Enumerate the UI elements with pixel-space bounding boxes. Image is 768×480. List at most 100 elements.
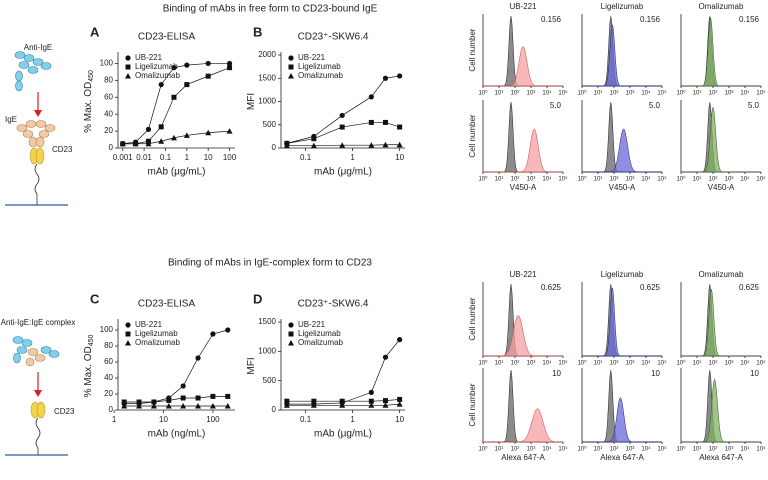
concentration: 5.0 bbox=[748, 101, 760, 110]
marker bbox=[150, 403, 157, 409]
axis bbox=[680, 282, 761, 357]
marker bbox=[136, 399, 142, 405]
y-tick-label: 60 bbox=[104, 357, 113, 366]
x-tick-label: 10⁵ bbox=[756, 90, 766, 97]
legend-marker bbox=[125, 340, 131, 346]
marker bbox=[310, 142, 317, 149]
marker bbox=[382, 402, 389, 408]
marker bbox=[225, 393, 231, 399]
y-axis-label: Cell number bbox=[468, 114, 477, 157]
histogram bbox=[681, 17, 761, 87]
marker bbox=[397, 124, 403, 130]
y-tick-label: 0 bbox=[109, 143, 114, 152]
histogram bbox=[582, 24, 662, 87]
marker bbox=[158, 124, 164, 130]
x-tick-label: 10⁴ bbox=[542, 90, 552, 97]
marker bbox=[210, 393, 216, 399]
marker bbox=[209, 403, 216, 409]
histogram bbox=[483, 102, 563, 173]
series-line bbox=[286, 144, 400, 147]
y-tick-label: 500 bbox=[263, 376, 277, 385]
x-tick-label: 10⁴ bbox=[542, 446, 552, 453]
y-axis-label: % Max. OD450 bbox=[83, 70, 95, 133]
marker bbox=[283, 402, 290, 408]
marker bbox=[158, 81, 164, 88]
chart-title: CD23⁺-SKW6.4 bbox=[298, 299, 369, 310]
axis bbox=[680, 14, 761, 87]
marker bbox=[195, 355, 201, 361]
y-tick-label: 0 bbox=[272, 143, 277, 152]
x-tick-label: 10³ bbox=[527, 447, 536, 453]
marker bbox=[396, 141, 403, 148]
concentration: 10 bbox=[651, 369, 660, 378]
marker bbox=[397, 337, 403, 343]
x-tick-label: 10⁵ bbox=[657, 446, 667, 453]
column-header: Ligelizumab bbox=[601, 270, 644, 279]
histogram bbox=[681, 16, 761, 87]
x-tick-label: 10⁴ bbox=[641, 360, 651, 367]
column-header: UB-221 bbox=[509, 270, 537, 279]
histogram bbox=[681, 102, 761, 173]
marker bbox=[132, 140, 139, 147]
histogram bbox=[681, 370, 761, 443]
x-tick-label: 10 bbox=[204, 153, 213, 162]
section-title: Binding of mAbs in IgE-complex form to C… bbox=[168, 258, 372, 269]
series-line bbox=[122, 130, 230, 145]
x-tick-label: 10² bbox=[709, 361, 718, 367]
marker bbox=[382, 75, 389, 81]
x-tick-label: 10¹ bbox=[693, 447, 702, 453]
x-tick-label: 10⁵ bbox=[558, 176, 568, 183]
x-axis-label: Alexa 647-A bbox=[600, 453, 644, 462]
x-tick-label: 0.001 bbox=[113, 153, 134, 162]
x-axis-label: mAb (μg/mL) bbox=[148, 167, 206, 178]
x-tick-label: 10⁴ bbox=[542, 360, 552, 367]
column-header: Ligelizumab bbox=[601, 2, 644, 11]
axis bbox=[680, 368, 761, 443]
y-axis-label: % Max. OD450 bbox=[83, 334, 95, 397]
x-tick-label: 10² bbox=[511, 361, 520, 367]
histogram bbox=[681, 284, 761, 357]
x-tick-label: 10⁴ bbox=[641, 446, 651, 453]
marker bbox=[382, 354, 389, 360]
x-tick-label: 100 bbox=[223, 153, 237, 162]
marker bbox=[368, 402, 375, 408]
x-tick-label: 10² bbox=[709, 91, 718, 97]
legend-label: UB-221 bbox=[135, 320, 163, 329]
histogram bbox=[681, 378, 761, 443]
x-tick-label: 10² bbox=[610, 447, 619, 453]
x-tick-label: 10 bbox=[159, 415, 168, 424]
concentration: 0.156 bbox=[739, 15, 760, 24]
marker bbox=[158, 138, 165, 144]
histogram bbox=[582, 16, 662, 87]
label: IgE bbox=[5, 115, 17, 124]
x-axis-label: Alexa 647-A bbox=[501, 453, 545, 462]
y-tick-label: 40 bbox=[104, 373, 113, 382]
x-axis-label: V450-A bbox=[708, 183, 735, 192]
marker bbox=[205, 129, 212, 136]
y-tick-label: 2000 bbox=[258, 50, 276, 59]
legend-label: Omalizumab bbox=[298, 71, 343, 80]
marker bbox=[339, 124, 345, 130]
x-tick-label: 10⁰ bbox=[478, 176, 488, 183]
y-tick-label: 100 bbox=[100, 325, 114, 334]
x-tick-label: 10¹ bbox=[594, 177, 603, 183]
x-axis-label: Alexa 647-A bbox=[699, 453, 743, 462]
x-tick-label: 0.1 bbox=[300, 415, 312, 424]
y-axis-label-text: % Max. OD bbox=[83, 82, 94, 133]
histogram bbox=[582, 397, 662, 443]
x-tick-label: 10⁴ bbox=[740, 90, 750, 97]
histogram bbox=[582, 287, 662, 357]
x-tick-label: 10⁵ bbox=[558, 446, 568, 453]
legend-label: Ligelizumab bbox=[135, 329, 178, 338]
legend-marker bbox=[288, 64, 294, 70]
y-tick-label: 80 bbox=[104, 75, 113, 84]
marker bbox=[166, 397, 172, 403]
x-tick-label: 10⁰ bbox=[577, 360, 587, 367]
legend-label: Ligelizumab bbox=[298, 329, 341, 338]
marker bbox=[339, 112, 345, 119]
section-title: Binding of mAbs in free form to CD23-bou… bbox=[163, 4, 378, 15]
marker bbox=[180, 403, 187, 409]
marker bbox=[171, 94, 177, 100]
x-tick-label: 1 bbox=[350, 415, 355, 424]
label: Anti-IgE bbox=[24, 43, 52, 52]
